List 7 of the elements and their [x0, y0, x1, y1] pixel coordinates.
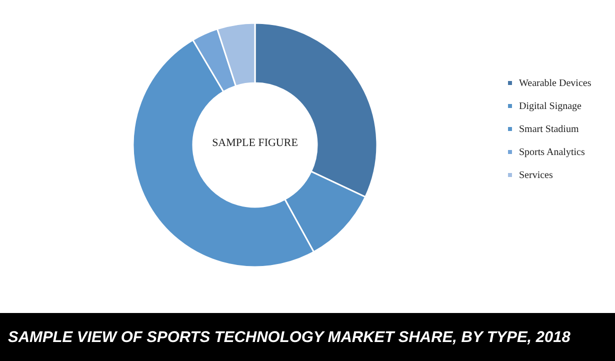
text: SAMPLE FIGURE: [212, 137, 298, 149]
legend-label: Smart Stadium: [519, 124, 579, 135]
legend-label: Wearable Devices: [519, 78, 592, 89]
legend-label: Digital Signage: [519, 101, 582, 112]
legend-label: Sports Analytics: [519, 147, 585, 158]
text: SAMPLE VIEW OF SPORTS TECHNOLOGY MARKET SHARE, BY TYPE, 2018: [8, 329, 571, 346]
legend-label: Services: [519, 170, 553, 181]
